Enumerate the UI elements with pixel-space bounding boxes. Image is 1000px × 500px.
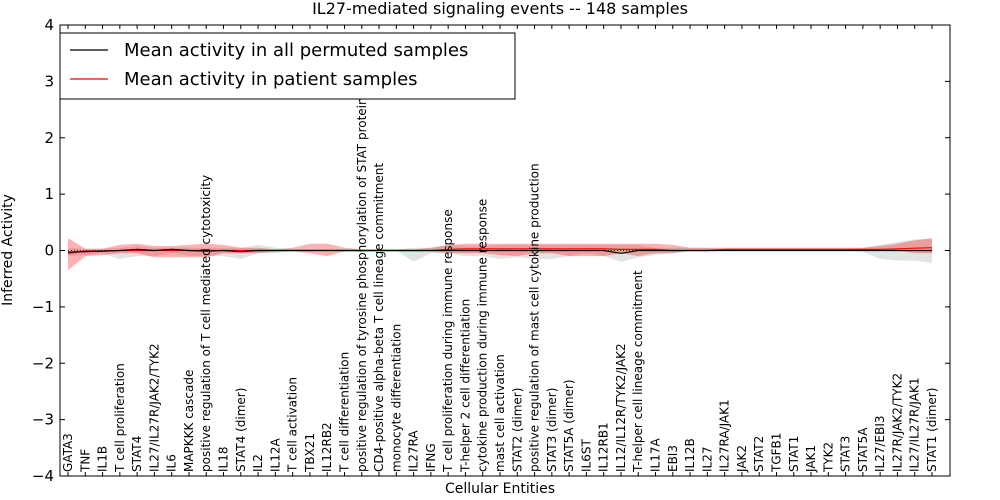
x-tick-label: IL27 <box>700 447 714 473</box>
series-line-permuted <box>67 248 932 254</box>
x-tick-label: JAK2 <box>735 445 749 473</box>
x-axis-ticks: GATA3 TNF IL1B T cell proliferation STAT4 IL2… <box>61 25 939 476</box>
x-tick-label: EBI3 <box>666 445 680 472</box>
x-tick-label: IL12/IL12R/TYK2/JAK2 <box>614 343 628 472</box>
x-tick-label: STAT5A (dimer) <box>562 379 576 472</box>
x-tick-label: STAT1 <box>787 436 801 472</box>
y-tick-label: −2 <box>32 354 54 372</box>
x-tick-label: IL12RB1 <box>597 422 611 472</box>
x-tick-label: IL2 <box>251 454 265 472</box>
y-tick-label: −4 <box>32 467 54 485</box>
y-tick-label: 1 <box>44 185 54 203</box>
legend-label-patient: Mean activity in patient samples <box>124 69 418 90</box>
x-tick-label: T cell differentiation <box>337 352 351 473</box>
x-tick-label: IL17A <box>649 438 663 472</box>
x-tick-label: STAT4 <box>130 436 144 472</box>
x-tick-label: IL1B <box>96 446 110 472</box>
x-tick-label: STAT3 (dimer) <box>545 388 559 472</box>
x-tick-label: T-helper cell lineage commitment <box>631 270 645 473</box>
x-tick-label: positive regulation of T cell mediated c… <box>199 175 213 472</box>
y-tick-label: 0 <box>44 242 54 260</box>
x-tick-label: IL12B <box>683 438 697 472</box>
x-tick-label: IFNG <box>424 443 438 472</box>
x-tick-label: T cell proliferation during immune respo… <box>441 209 455 473</box>
x-tick-label: TBX21 <box>303 433 317 473</box>
x-tick-label: IL27RA <box>407 430 421 472</box>
x-tick-label: positive regulation of tyrosine phosphor… <box>355 97 369 472</box>
x-tick-label: IL18 <box>217 447 231 473</box>
legend-box <box>59 32 516 100</box>
x-tick-label: monocyte differentiation <box>389 324 403 472</box>
y-tick-label: 3 <box>44 72 54 90</box>
x-tick-label: IL12RB2 <box>320 422 334 472</box>
x-tick-label: STAT5A <box>856 427 870 472</box>
y-tick-label: −3 <box>32 411 54 429</box>
x-tick-label: IL27/IL27R/JAK1 <box>908 378 922 472</box>
x-tick-label: JAK1 <box>804 445 818 473</box>
x-tick-label: IL27R/JAK2/TYK2 <box>890 373 904 472</box>
legend: Mean activity in all permuted samples Me… <box>59 32 516 100</box>
y-axis-ticks: −4 −3 −2 −1 0 1 2 3 4 <box>32 16 950 485</box>
x-tick-label: GATA3 <box>61 433 75 472</box>
series-lines <box>67 247 933 254</box>
x-tick-label: STAT2 <box>752 436 766 472</box>
y-tick-label: −1 <box>32 298 54 316</box>
x-tick-label: STAT1 (dimer) <box>925 388 939 472</box>
x-tick-label: IL27/EBI3 <box>873 415 887 472</box>
y-tick-label: 2 <box>44 129 54 147</box>
legend-label-permuted: Mean activity in all permuted samples <box>124 40 468 61</box>
x-tick-label: IL27RA/JAK1 <box>718 399 732 472</box>
x-tick-label: T cell activation <box>286 377 300 473</box>
x-tick-label: STAT2 (dimer) <box>510 388 524 472</box>
x-tick-label: IL27/IL27R/JAK2/TYK2 <box>147 343 161 472</box>
x-tick-label: mast cell activation <box>493 354 507 472</box>
x-axis-label: Cellular Entities <box>445 481 555 497</box>
x-tick-label: IL12A <box>268 438 282 472</box>
x-tick-label: TNF <box>78 449 92 473</box>
x-tick-label: IL6 <box>165 454 179 472</box>
x-tick-label: STAT3 <box>839 436 853 472</box>
y-axis-label: Inferred Activity <box>0 194 16 306</box>
x-tick-label: TGFB1 <box>769 433 783 473</box>
x-tick-label: cytokine production during immune respon… <box>476 199 490 472</box>
x-tick-label: positive regulation of mast cell cytokin… <box>528 163 542 472</box>
x-tick-label: T-helper 2 cell differentiation <box>458 299 472 473</box>
chart-title: IL27-mediated signaling events -- 148 sa… <box>312 0 688 18</box>
band-patient <box>68 238 932 271</box>
x-tick-label: IL6ST <box>579 439 593 472</box>
x-tick-label: STAT4 (dimer) <box>234 388 248 472</box>
y-tick-label: 4 <box>44 16 54 34</box>
x-tick-label: TYK2 <box>821 442 835 473</box>
x-tick-label: MAPKKK cascade <box>182 370 196 472</box>
x-tick-label: CD4-positive alpha-beta T cell lineage c… <box>372 163 386 472</box>
x-tick-label: T cell proliferation <box>113 363 127 473</box>
plot-frame <box>59 24 951 477</box>
